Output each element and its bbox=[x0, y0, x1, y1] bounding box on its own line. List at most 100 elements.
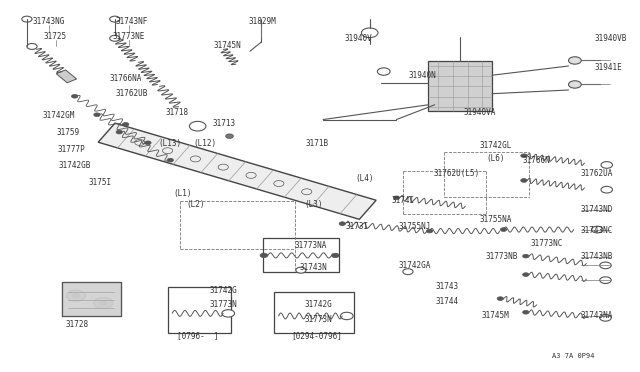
Circle shape bbox=[523, 254, 529, 258]
Circle shape bbox=[27, 44, 37, 49]
Text: 31725: 31725 bbox=[44, 32, 67, 41]
Text: 31743NA: 31743NA bbox=[580, 311, 613, 320]
Circle shape bbox=[296, 267, 306, 273]
Circle shape bbox=[122, 122, 129, 126]
Text: 31742GL: 31742GL bbox=[479, 141, 511, 150]
Text: 31743NG: 31743NG bbox=[33, 17, 65, 26]
Text: (L1): (L1) bbox=[173, 189, 192, 198]
Circle shape bbox=[145, 141, 151, 145]
Text: 31728: 31728 bbox=[65, 320, 88, 329]
Circle shape bbox=[116, 130, 122, 134]
Text: 31742G: 31742G bbox=[305, 300, 333, 310]
Circle shape bbox=[332, 253, 339, 258]
Text: 31940VB: 31940VB bbox=[594, 34, 627, 43]
Text: 31940VA: 31940VA bbox=[463, 108, 496, 117]
Text: 31759: 31759 bbox=[57, 128, 80, 137]
Circle shape bbox=[601, 186, 612, 193]
Text: 31743N: 31743N bbox=[300, 263, 328, 272]
Text: 3174I: 3174I bbox=[391, 196, 415, 205]
Text: 31762UB: 31762UB bbox=[116, 89, 148, 98]
Circle shape bbox=[134, 140, 145, 145]
Text: 31773NB: 31773NB bbox=[485, 252, 518, 262]
Text: 31940V: 31940V bbox=[344, 34, 372, 43]
Circle shape bbox=[163, 148, 173, 154]
Text: 31773NA: 31773NA bbox=[294, 241, 326, 250]
Circle shape bbox=[591, 226, 603, 233]
Text: 31941E: 31941E bbox=[594, 63, 621, 72]
Text: 31755NJ: 31755NJ bbox=[398, 222, 431, 231]
Circle shape bbox=[568, 57, 581, 64]
Circle shape bbox=[189, 121, 206, 131]
Text: 31766N: 31766N bbox=[523, 155, 550, 165]
Circle shape bbox=[521, 154, 527, 158]
Text: 3173I: 3173I bbox=[346, 222, 369, 231]
Circle shape bbox=[67, 290, 86, 301]
Circle shape bbox=[22, 16, 32, 22]
Circle shape bbox=[109, 35, 120, 41]
Circle shape bbox=[72, 294, 80, 298]
Circle shape bbox=[222, 310, 235, 317]
Circle shape bbox=[301, 189, 312, 195]
Circle shape bbox=[378, 68, 390, 75]
Text: 3175I: 3175I bbox=[88, 178, 112, 187]
Circle shape bbox=[246, 172, 256, 178]
Text: 31755NA: 31755NA bbox=[479, 215, 511, 224]
Text: (L3): (L3) bbox=[305, 200, 323, 209]
Circle shape bbox=[340, 312, 353, 320]
Bar bbox=[98, 123, 376, 219]
Circle shape bbox=[500, 228, 507, 231]
Text: (L2): (L2) bbox=[186, 200, 205, 209]
Bar bbox=[428, 61, 492, 111]
Text: 31777P: 31777P bbox=[58, 145, 85, 154]
Circle shape bbox=[167, 158, 173, 162]
Circle shape bbox=[94, 298, 113, 309]
Circle shape bbox=[426, 229, 433, 233]
Circle shape bbox=[403, 269, 413, 275]
Text: 31773NC: 31773NC bbox=[530, 239, 563, 248]
Text: 31742G: 31742G bbox=[209, 286, 237, 295]
Text: [0294-0796]: [0294-0796] bbox=[291, 331, 342, 340]
Circle shape bbox=[274, 180, 284, 186]
Circle shape bbox=[523, 273, 529, 276]
Text: (L4): (L4) bbox=[355, 174, 374, 183]
Circle shape bbox=[497, 297, 504, 301]
Text: 31762UA: 31762UA bbox=[580, 169, 613, 177]
Bar bbox=[168, 287, 231, 333]
Circle shape bbox=[226, 134, 234, 138]
Text: (L6): (L6) bbox=[486, 154, 504, 163]
Text: 31940N: 31940N bbox=[408, 71, 436, 80]
Circle shape bbox=[362, 28, 378, 38]
Text: 31743ND: 31743ND bbox=[580, 205, 613, 215]
Text: 31745M: 31745M bbox=[481, 311, 509, 320]
Circle shape bbox=[523, 310, 529, 314]
Circle shape bbox=[521, 179, 527, 182]
Text: 31718: 31718 bbox=[165, 108, 188, 117]
Text: 31762U(L5): 31762U(L5) bbox=[434, 169, 480, 177]
Circle shape bbox=[339, 222, 346, 225]
Text: 31773N: 31773N bbox=[305, 315, 333, 324]
Text: 31743: 31743 bbox=[436, 282, 459, 291]
Text: (L13): (L13) bbox=[159, 139, 182, 148]
Text: [0796-  ]: [0796- ] bbox=[177, 331, 218, 340]
Circle shape bbox=[100, 301, 107, 305]
Bar bbox=[262, 238, 339, 272]
Circle shape bbox=[72, 94, 78, 98]
Text: 31742GM: 31742GM bbox=[42, 111, 75, 121]
Circle shape bbox=[109, 16, 120, 22]
Text: 31742GB: 31742GB bbox=[58, 161, 91, 170]
Text: 31745N: 31745N bbox=[214, 41, 241, 50]
Bar bbox=[56, 70, 77, 83]
Text: 31829M: 31829M bbox=[249, 17, 276, 26]
Circle shape bbox=[190, 156, 200, 162]
Text: 31743NC: 31743NC bbox=[580, 226, 613, 235]
Circle shape bbox=[218, 164, 228, 170]
Circle shape bbox=[600, 277, 611, 283]
Bar bbox=[274, 292, 354, 333]
Text: 31713: 31713 bbox=[213, 119, 236, 128]
Text: 31773NE: 31773NE bbox=[113, 32, 145, 41]
Polygon shape bbox=[62, 282, 120, 316]
Text: (L12): (L12) bbox=[194, 139, 217, 148]
Text: 31773N: 31773N bbox=[209, 300, 237, 310]
Circle shape bbox=[94, 113, 100, 116]
Text: 31766NA: 31766NA bbox=[109, 74, 142, 83]
